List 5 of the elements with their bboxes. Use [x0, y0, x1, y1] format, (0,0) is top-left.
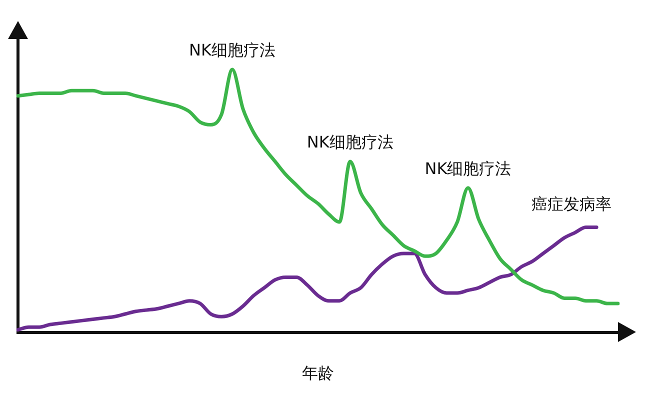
annotation: NK细胞疗法: [424, 158, 512, 178]
series-label: 癌症发病率: [532, 194, 612, 214]
text: NK细胞疗法: [189, 40, 276, 60]
annotation: NK细胞疗法: [306, 132, 394, 152]
x-axis-title: 年龄: [302, 364, 334, 383]
